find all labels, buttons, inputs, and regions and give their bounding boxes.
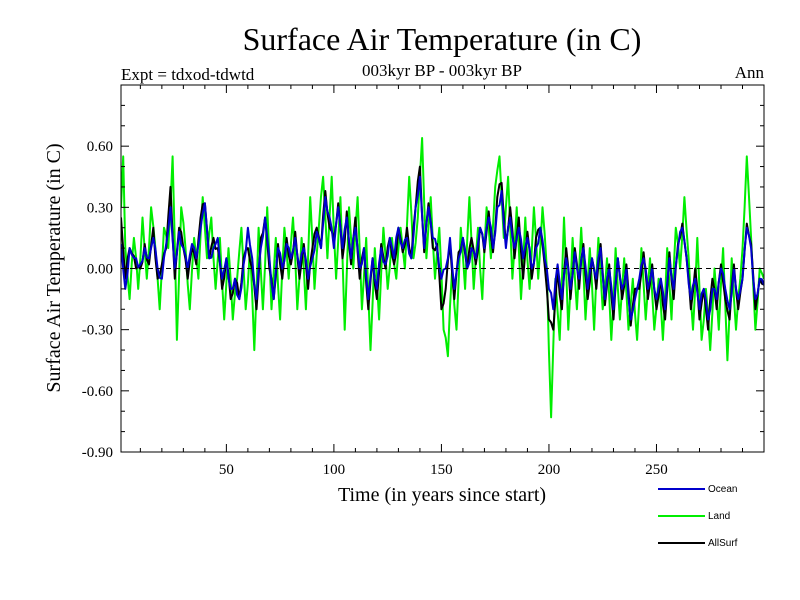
axis-layer: 50 100 150 200 250 -0.90 -0.60 -0.30 0.00 0.30 0.6… bbox=[82, 84, 765, 478]
y-tick-label: -0.30 bbox=[82, 323, 113, 339]
x-tick-label: 150 bbox=[430, 462, 453, 478]
x-tick-label: 200 bbox=[538, 462, 561, 478]
legend-label-ocean: Ocean bbox=[708, 484, 737, 495]
x-tick-label: 100 bbox=[323, 462, 346, 478]
legend-label-land: Land bbox=[708, 511, 730, 522]
series-line-ocean bbox=[121, 175, 764, 321]
y-axis-label: Surface Air Temperature (in C) bbox=[43, 143, 65, 392]
y-tick-label: -0.90 bbox=[82, 445, 113, 461]
x-axis-label: Time (in years since start) bbox=[338, 484, 546, 506]
chart-subtitle: 003kyr BP - 003kyr BP bbox=[362, 61, 522, 80]
y-tick-label: -0.60 bbox=[82, 384, 113, 400]
series-layer bbox=[121, 137, 764, 419]
chart-title: Surface Air Temperature (in C) bbox=[243, 21, 642, 57]
legend: Ocean Land AllSurf bbox=[658, 484, 738, 549]
legend-label-allsurf: AllSurf bbox=[708, 538, 738, 549]
x-tick-label: 250 bbox=[645, 462, 668, 478]
y-tick-label: 0.00 bbox=[87, 262, 113, 278]
x-tick-label: 50 bbox=[219, 462, 234, 478]
y-tick-label: 0.60 bbox=[87, 139, 113, 155]
y-tick-label: 0.30 bbox=[87, 200, 113, 216]
experiment-note: Expt = tdxod-tdwtd bbox=[121, 65, 255, 84]
season-note: Ann bbox=[735, 63, 765, 82]
